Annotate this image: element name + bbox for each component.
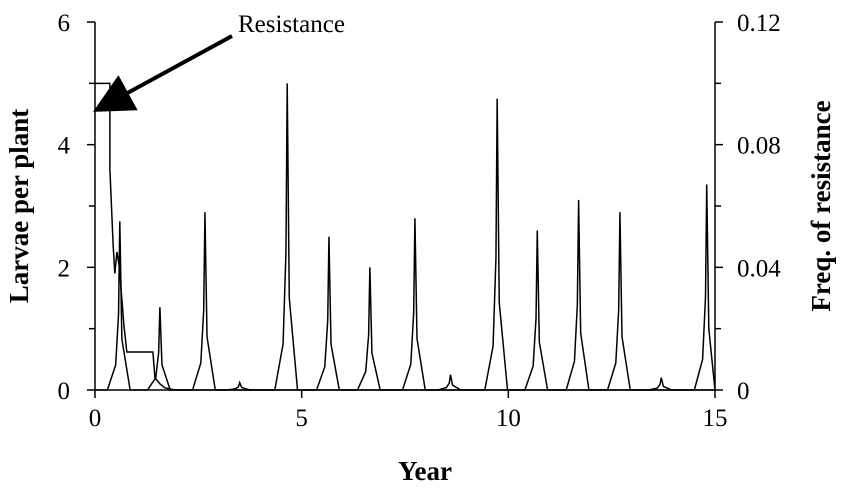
- y2-tick-label: 0: [737, 378, 750, 405]
- larvae-line: [95, 83, 716, 391]
- x-tick-label: 0: [89, 405, 102, 432]
- y-tick-label: 0: [58, 378, 71, 405]
- x-tick-label: 10: [496, 405, 521, 432]
- y2-axis-label: Freq. of resistance: [806, 100, 836, 311]
- y-axis-label: Larvae per plant: [4, 109, 34, 304]
- resistance-line: [95, 82, 715, 391]
- x-tick-label: 5: [295, 405, 308, 432]
- y2-tick-label: 0.12: [737, 10, 781, 37]
- x-tick-label: 15: [703, 405, 728, 432]
- y2-tick-label: 0.08: [737, 133, 781, 160]
- x-axis-label: Year: [398, 456, 452, 486]
- annotation-arrow: [92, 34, 233, 112]
- y-tick-label: 6: [58, 10, 71, 37]
- y2-tick-label: 0.04: [737, 255, 781, 282]
- y-tick-label: 2: [58, 255, 71, 282]
- y-tick-label: 4: [58, 133, 71, 160]
- annotation: Resistance: [238, 11, 345, 38]
